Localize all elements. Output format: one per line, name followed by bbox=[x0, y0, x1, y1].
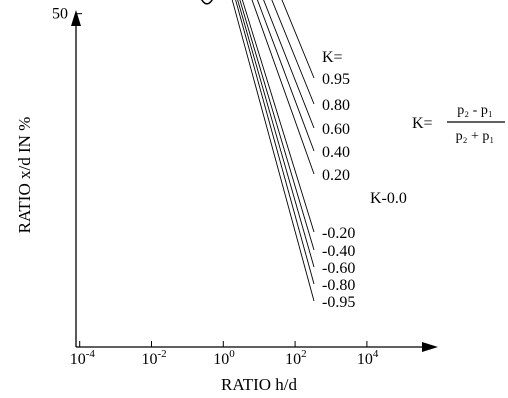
leader-8 bbox=[237, 0, 315, 268]
y-axis-arrow bbox=[71, 10, 81, 26]
leader-group bbox=[231, 0, 315, 302]
leader-10 bbox=[231, 0, 315, 302]
series-label-0: 0.95 bbox=[322, 71, 350, 88]
k-formula: K= p₂ - p₁ p₂ + p₁ bbox=[412, 103, 505, 144]
series-label-5: K-0.0 bbox=[370, 190, 407, 207]
formula-numerator: p₂ - p₁ bbox=[457, 103, 492, 118]
leader-6 bbox=[241, 0, 315, 233]
x-tick-label-3: 102 bbox=[285, 348, 307, 368]
series-label-3: 0.40 bbox=[322, 144, 350, 161]
x-tick-label-2: 100 bbox=[213, 348, 235, 368]
leader-2 bbox=[263, 0, 315, 129]
series-label-2: 0.60 bbox=[322, 121, 350, 138]
series-label-8: -0.60 bbox=[322, 260, 355, 277]
leader-4 bbox=[251, 0, 315, 175]
curve-10 bbox=[200, 0, 213, 5]
x-tick-label-0: 10-4 bbox=[70, 348, 96, 368]
x-axis-title: RATIO h/d bbox=[221, 375, 298, 394]
legend-title: K= bbox=[322, 49, 343, 66]
formula-denominator: p₂ + p₁ bbox=[456, 129, 495, 144]
leader-7 bbox=[239, 0, 315, 251]
leader-0 bbox=[281, 0, 315, 79]
leader-1 bbox=[271, 0, 315, 105]
y-tick-label-0: 50 bbox=[52, 6, 68, 23]
formula-lhs: K= bbox=[412, 115, 433, 132]
series-label-9: -0.80 bbox=[322, 277, 355, 294]
series-label-6: -0.20 bbox=[322, 225, 355, 242]
series-label-7: -0.40 bbox=[322, 243, 355, 260]
x-tick-label-4: 104 bbox=[357, 348, 379, 368]
curve-group bbox=[200, 0, 213, 5]
x-axis-arrow bbox=[422, 342, 438, 352]
leader-9 bbox=[235, 0, 315, 285]
label-group: 0.95 0.80 0.60 0.40 0.20 K-0.0 -0.20-0.40-0.60… bbox=[322, 71, 407, 311]
y-axis-title: RATIO x/d IN % bbox=[15, 117, 34, 234]
leader-3 bbox=[256, 0, 315, 152]
x-tick-label-1: 10-2 bbox=[142, 348, 167, 368]
series-label-4: 0.20 bbox=[322, 167, 350, 184]
series-label-10: -0.95 bbox=[322, 294, 355, 311]
series-label-1: 0.80 bbox=[322, 97, 350, 114]
